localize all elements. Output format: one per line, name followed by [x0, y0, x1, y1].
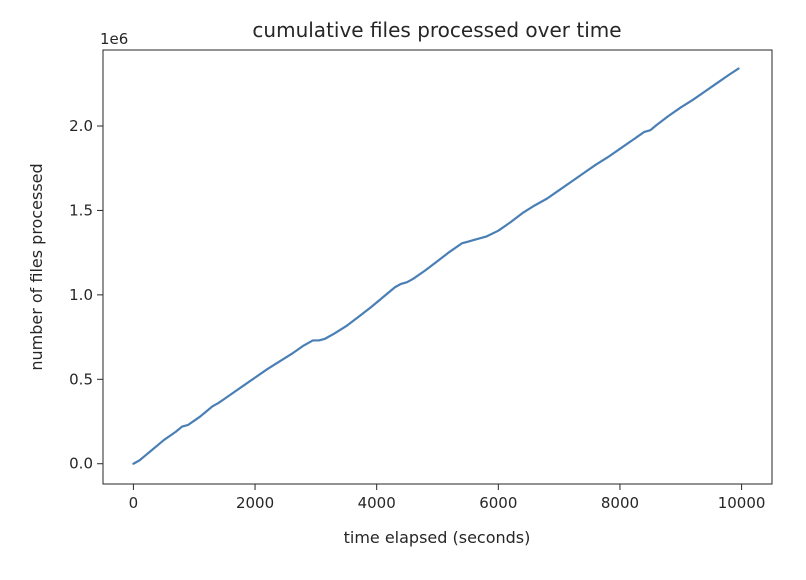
- y-tick-label: 0.5: [69, 370, 93, 388]
- x-tick-label: 0: [129, 494, 139, 512]
- x-tick-label: 2000: [236, 494, 274, 512]
- plot-area-frame: [102, 49, 773, 485]
- y-tick-label: 2.0: [69, 117, 93, 135]
- x-tick-label: 8000: [601, 494, 639, 512]
- y-axis-label: number of files processed: [27, 163, 46, 370]
- x-tick-label: 10000: [718, 494, 766, 512]
- x-axis-label: time elapsed (seconds): [344, 528, 531, 547]
- y-offset-label: 1e6: [100, 30, 128, 48]
- x-tick-label: 4000: [358, 494, 396, 512]
- x-tick-label: 6000: [479, 494, 517, 512]
- x-axis-ticks: 0 2000 4000 6000 8000 10000: [129, 484, 766, 512]
- chart-title: cumulative files processed over time: [252, 18, 621, 42]
- y-tick-label: 1.5: [69, 201, 93, 219]
- series-line: [132, 67, 740, 465]
- y-tick-label: 1.0: [69, 286, 93, 304]
- y-tick-label: 0.0: [69, 455, 93, 473]
- y-axis-ticks: 0.0 0.5 1.0 1.5 2.0: [69, 117, 103, 473]
